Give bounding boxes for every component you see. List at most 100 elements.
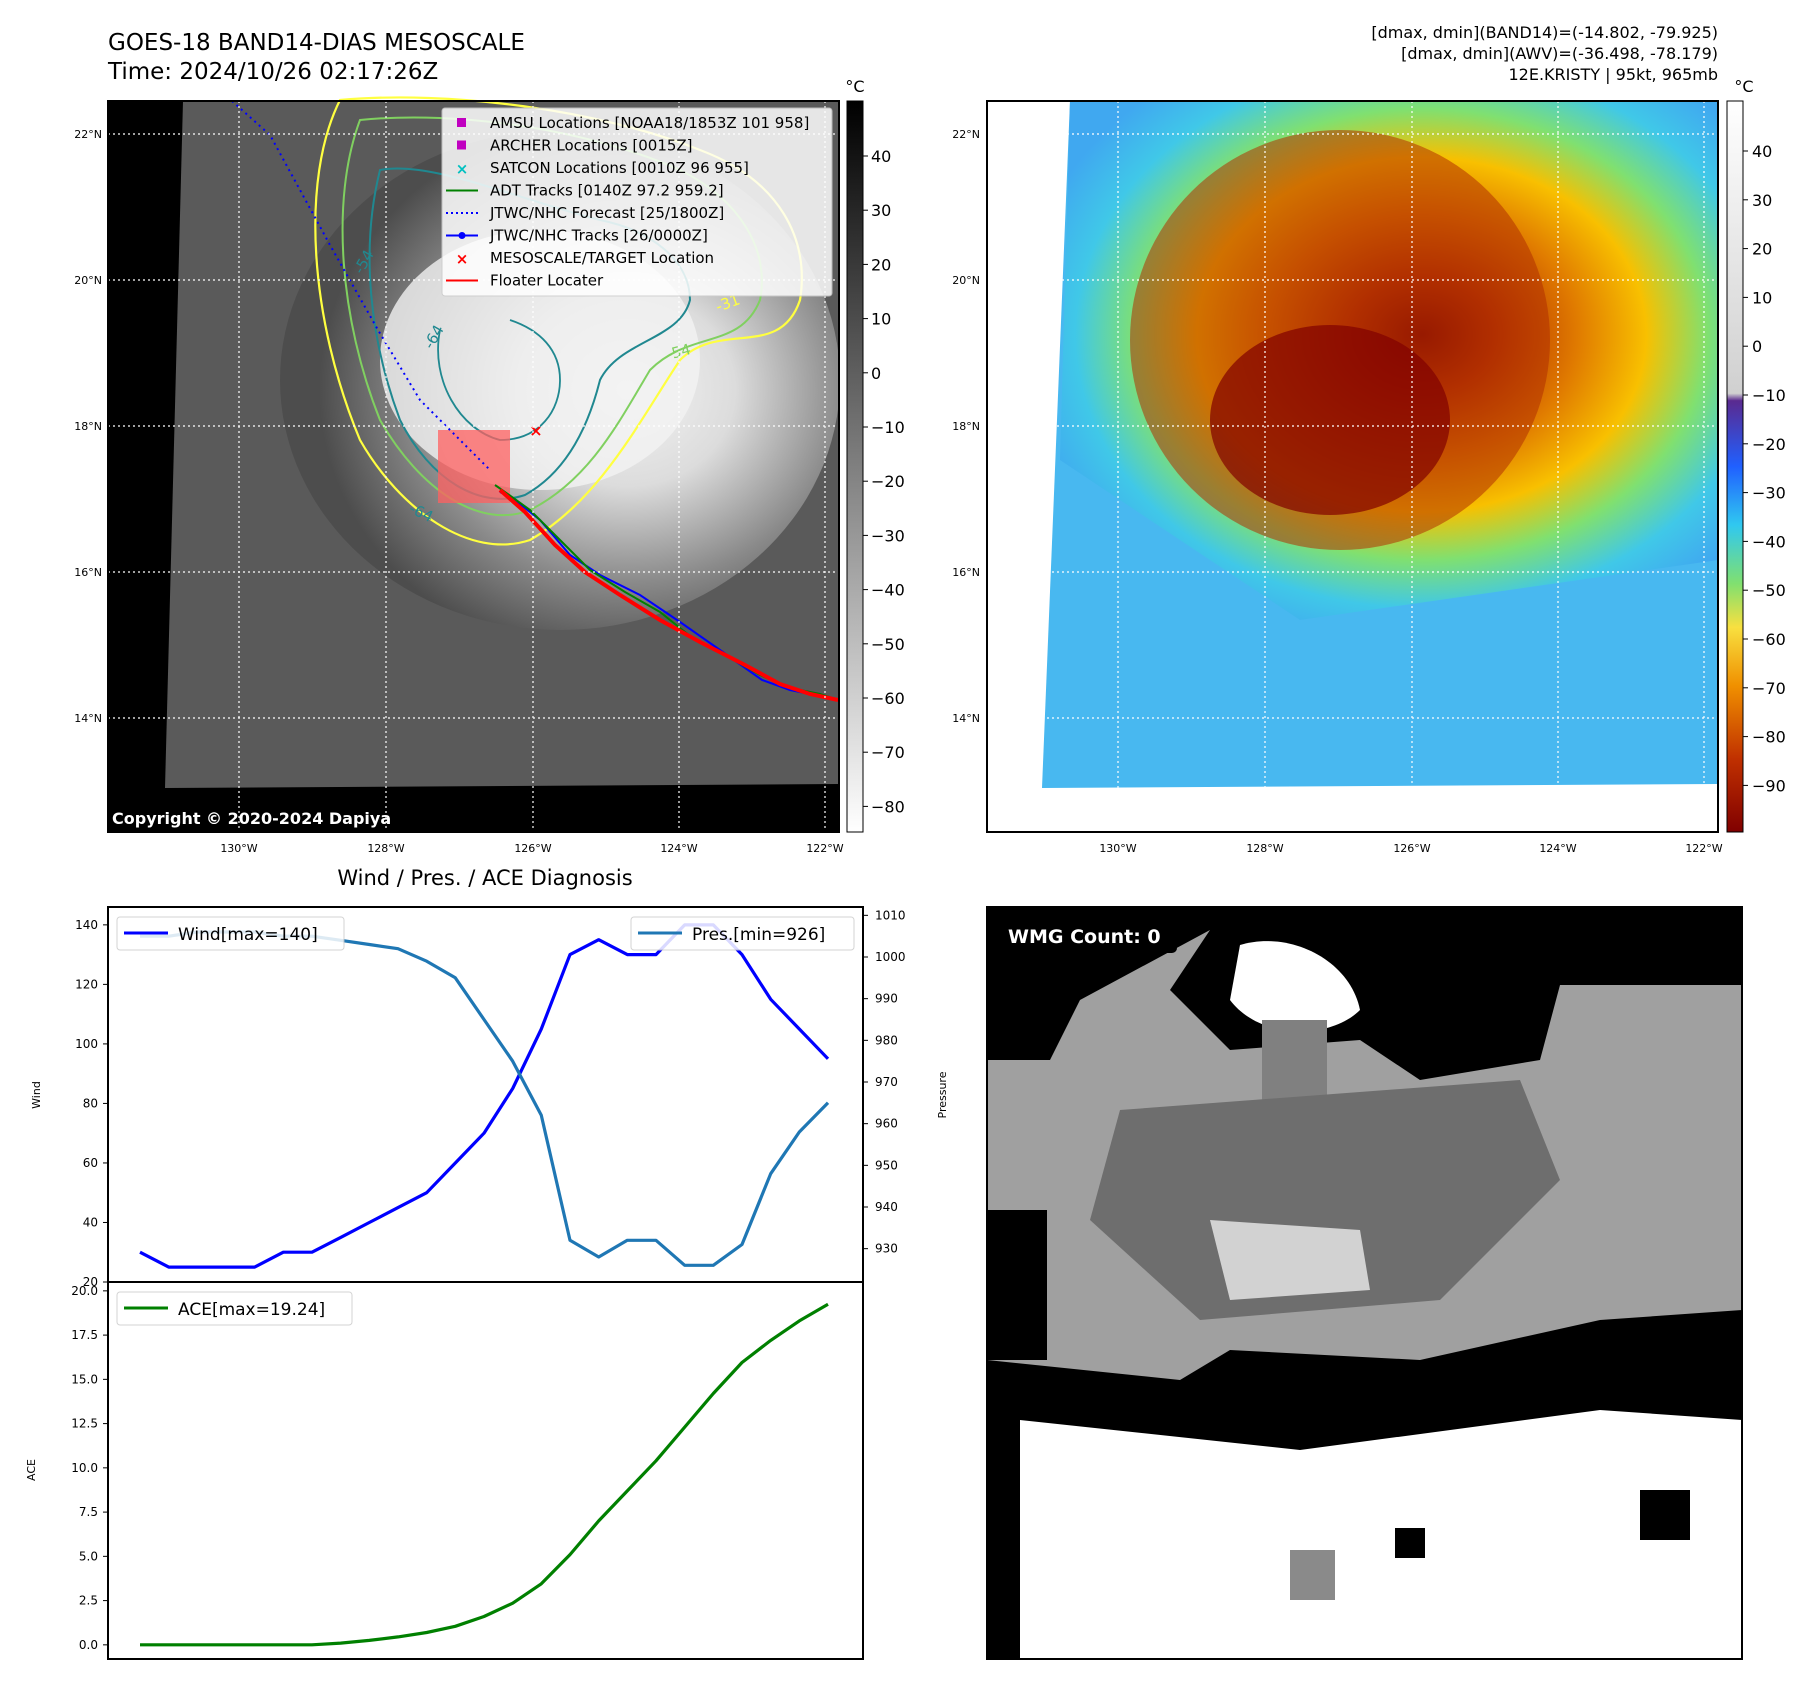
wmg-dark-band [1090, 1080, 1560, 1320]
wmg-black-region-top [987, 907, 1742, 1080]
ir-colorbar-tick-label: −30 [871, 526, 905, 545]
legend-label: AMSU Locations [NOAA18/1853Z 101 958] [490, 114, 809, 132]
ir-map-frame [107, 100, 840, 833]
ir-colorbar-unit: °C [845, 77, 864, 96]
wind-legend [116, 916, 345, 951]
wind-legend-label: Wind[max=140] [178, 925, 318, 945]
stats-band14: [dmax, dmin](BAND14)=(-14.802, -79.925) [1371, 23, 1718, 42]
ir-lat-label: 18°N [74, 420, 102, 433]
legend-swatch-dot [458, 232, 466, 239]
ir-legend [441, 107, 833, 297]
wmg-gray-patch [1290, 1550, 1335, 1600]
wind-ytick-label: 140 [75, 918, 98, 932]
ir-colorbar: °C 40 30 20 10 0 −10 −20 −30 −40 −50 −60 −70 −80 [845, 77, 905, 833]
ir-lat-label: 22°N [74, 128, 102, 141]
ir-colorbar-tick-label: −80 [871, 797, 905, 816]
ace-ytick-label: 12.5 [71, 1417, 98, 1431]
diagnosis-title: Wind / Pres. / ACE Diagnosis [337, 866, 632, 890]
stats-awv: [dmax, dmin](AWV)=(-36.498, -78.179) [1401, 44, 1718, 63]
wv-colorbar-tick-label: −90 [1752, 776, 1786, 795]
wmg-light-core [1210, 1220, 1370, 1300]
wv-colorbar-tick-label: −60 [1752, 630, 1786, 649]
wmg-white-region-bottom [1020, 1410, 1742, 1659]
wind-axes: 20 40 60 80 100 120 140 930 940 950 960 970 980 990 10… [75, 908, 905, 1289]
wv-lon-label: 124°W [1539, 842, 1576, 855]
ir-lon-label: 128°W [367, 842, 404, 855]
wind-ytick-label: 60 [83, 1156, 98, 1170]
pressure-ytick-label: 1010 [875, 908, 906, 922]
legend-label: Floater Locater [490, 272, 604, 290]
wv-colorbar-tick-label: 20 [1752, 240, 1772, 259]
ir-colorbar-tick-label: −40 [871, 581, 905, 600]
ace-ytick-label: 20.0 [71, 1284, 98, 1298]
ace-ytick-label: 15.0 [71, 1372, 98, 1386]
wv-lat-label: 20°N [952, 274, 980, 287]
stats-storm: 12E.KRISTY | 95kt, 965mb [1509, 65, 1719, 84]
wmg-black-left [987, 1210, 1047, 1360]
legend-swatch: × [456, 160, 469, 178]
ir-lon-label: 130°W [220, 842, 257, 855]
wind-ylabel: Wind [30, 1081, 43, 1109]
wv-lat-label: 22°N [952, 128, 980, 141]
legend-swatch [457, 140, 466, 150]
pressure-ytick-label: 940 [875, 1200, 898, 1214]
wind-ytick-label: 40 [83, 1215, 98, 1229]
wv-colorbar-ticks: 40 30 20 10 0 −10 −20 −30 −40 −50 −60 −70 −80 −90 [1743, 142, 1786, 795]
ace-legend [116, 1291, 353, 1326]
target-location-marker: × [529, 421, 542, 440]
ir-legend-items: AMSU Locations [NOAA18/1853Z 101 958] ARC… [446, 114, 809, 290]
wv-colorbar-tick-label: 10 [1752, 288, 1772, 307]
ir-lat-label: 14°N [74, 712, 102, 725]
wv-lon-label: 122°W [1685, 842, 1722, 855]
wmg-label-box [999, 919, 1177, 953]
ir-map: -54 -64 -54 -64 -31 × Copyright © 2020-2… [74, 96, 844, 855]
ir-colorbar-tick-label: −60 [871, 689, 905, 708]
ace-ytick-label: 7.5 [79, 1505, 98, 1519]
wmg-black-patch [1640, 1490, 1690, 1540]
legend-swatch: × [456, 250, 469, 268]
ir-colorbar-tick-label: −70 [871, 743, 905, 762]
wv-colorbar-tick-label: −40 [1752, 532, 1786, 551]
wmg-count: WMG Count: 0 [1008, 926, 1161, 948]
wv-colorbar-tick-label: −80 [1752, 728, 1786, 747]
ir-lon-label: 124°W [660, 842, 697, 855]
floater-track [498, 488, 839, 702]
legend-label: ADT Tracks [0140Z 97.2 959.2] [490, 182, 724, 200]
ir-colorbar-tick-label: 0 [871, 364, 881, 383]
ir-colorbar-scale [846, 100, 864, 833]
wv-lon-label: 128°W [1246, 842, 1283, 855]
ir-lat-label: 16°N [74, 566, 102, 579]
wv-map-frame [986, 100, 1719, 833]
ir-colorbar-tick-label: −50 [871, 635, 905, 654]
wv-colorbar-tick-label: −70 [1752, 679, 1786, 698]
ir-colorbar-tick-label: 30 [871, 201, 891, 220]
ace-ytick-label: 10.0 [71, 1461, 98, 1475]
pressure-legend-label: Pres.[min=926] [692, 925, 825, 945]
legend-swatch [457, 118, 466, 127]
wv-gridlines [987, 101, 1718, 832]
wv-colorbar-tick-label: −20 [1752, 435, 1786, 454]
pressure-legend [630, 916, 855, 951]
ace-ytick-label: 2.5 [79, 1594, 98, 1608]
ace-axes: 0.0 2.5 5.0 7.5 10.0 12.5 15.0 17.5 20.0 [71, 1284, 108, 1652]
pressure-ylabel: Pressure [936, 1071, 949, 1118]
ir-colorbar-tick-label: 20 [871, 255, 891, 274]
wv-lat-label: 18°N [952, 420, 980, 433]
ir-mesoscale-box [438, 430, 510, 503]
wind-ytick-label: 120 [75, 977, 98, 991]
ace-series [140, 1302, 829, 1647]
legend-label: MESOSCALE/TARGET Location [490, 249, 714, 267]
ir-colorbar-tick-label: −20 [871, 472, 905, 491]
wv-lat-label: 16°N [952, 566, 980, 579]
ace-line [140, 1302, 829, 1647]
wv-colorbar-tick-label: 30 [1752, 191, 1772, 210]
wind-ytick-label: 100 [75, 1037, 98, 1051]
ir-contour-inner [437, 319, 561, 441]
wv-colorbar: °C 40 30 20 10 0 −10 −20 −30 −40 −50 −60 −70 −80 −90 [1726, 77, 1786, 833]
ace-ytick-label: 5.0 [79, 1549, 98, 1563]
legend-label: JTWC/NHC Tracks [26/0000Z] [489, 227, 708, 245]
ir-lat-label: 20°N [74, 274, 102, 287]
pressure-ytick-label: 980 [875, 1033, 898, 1047]
pressure-ytick-label: 1000 [875, 950, 906, 964]
copyright: Copyright © 2020-2024 Dapiya [112, 809, 391, 828]
